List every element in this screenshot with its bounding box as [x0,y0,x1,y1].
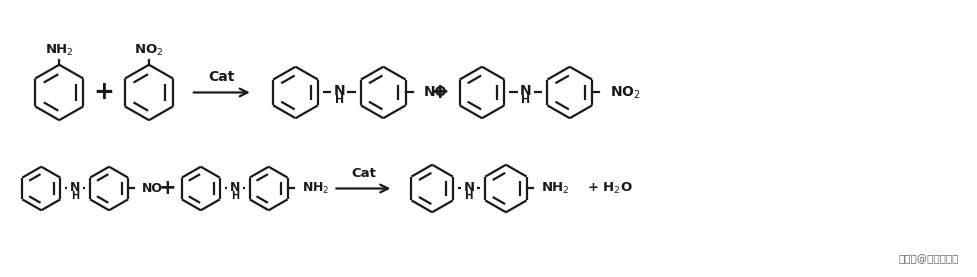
Text: N: N [70,181,80,194]
Text: H: H [71,191,79,201]
Text: +: + [94,80,114,104]
Text: + H$_2$O: + H$_2$O [586,181,632,196]
Text: H: H [231,191,238,201]
Text: H: H [465,191,473,201]
Text: NH$_2$: NH$_2$ [302,181,329,196]
Text: NO: NO [142,182,163,195]
Text: N: N [463,181,475,194]
Text: 搜狐号@催化剂技术: 搜狐号@催化剂技术 [898,254,958,264]
Text: NO$_2$: NO$_2$ [134,43,164,58]
Text: H: H [522,95,531,105]
Text: N: N [333,84,345,99]
Text: N: N [230,181,240,194]
Text: NO$_2$: NO$_2$ [611,84,641,101]
Text: NH$_2$: NH$_2$ [540,181,570,196]
Text: +: + [159,178,177,199]
Text: NO: NO [424,86,447,99]
Text: H: H [335,95,344,105]
Text: +: + [431,83,449,102]
Text: N: N [520,84,531,99]
Text: NH$_2$: NH$_2$ [45,43,73,58]
Text: Cat: Cat [351,166,376,179]
Text: Cat: Cat [208,70,234,84]
